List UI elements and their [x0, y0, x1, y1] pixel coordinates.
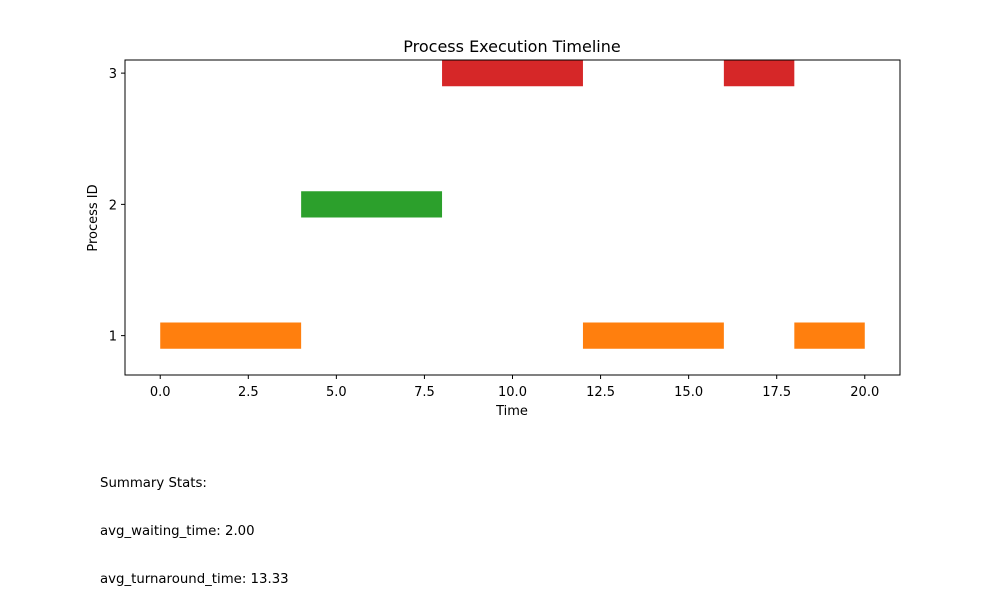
x-axis-label: Time	[495, 404, 528, 419]
x-tick-label: 12.5	[586, 385, 615, 400]
process-timeline-chart: Process Execution Timeline 0.0 2.5 5.0 7.5 1…	[86, 37, 901, 419]
bar-process-2-segment-1	[301, 191, 443, 218]
avg-waiting-time: avg_waiting_time: 2.00	[100, 524, 255, 539]
avg-turnaround-time: avg_turnaround_time: 13.33	[100, 572, 289, 587]
x-tick-label: 0.0	[150, 385, 171, 400]
chart-title: Process Execution Timeline	[403, 37, 620, 56]
x-tick-label: 7.5	[414, 385, 435, 400]
x-tick-label: 15.0	[674, 385, 703, 400]
x-tick-label: 20.0	[850, 385, 879, 400]
x-tick-label: 17.5	[762, 385, 791, 400]
x-tick-label: 10.0	[498, 385, 527, 400]
bars-group	[160, 60, 865, 349]
summary-heading: Summary Stats:	[100, 476, 207, 491]
x-tick-label: 2.5	[238, 385, 259, 400]
y-tick-label: 2	[109, 198, 117, 213]
summary-stats: Summary Stats: avg_waiting_time: 2.00 av…	[100, 444, 289, 604]
y-tick-label: 3	[109, 67, 117, 82]
bar-process-3-segment-2	[723, 60, 795, 87]
bar-process-1-segment-1	[160, 322, 302, 349]
y-axis: 1 2 3	[109, 67, 125, 345]
y-tick-label: 1	[109, 330, 117, 345]
x-axis: 0.0 2.5 5.0 7.5 10.0 12.5 15.0 17.5 20.0	[150, 375, 879, 400]
bar-process-1-segment-3	[794, 322, 865, 349]
y-axis-label: Process ID	[86, 184, 101, 251]
bar-process-3-segment-1	[442, 60, 583, 87]
bar-process-1-segment-2	[582, 322, 724, 349]
x-tick-label: 5.0	[326, 385, 347, 400]
